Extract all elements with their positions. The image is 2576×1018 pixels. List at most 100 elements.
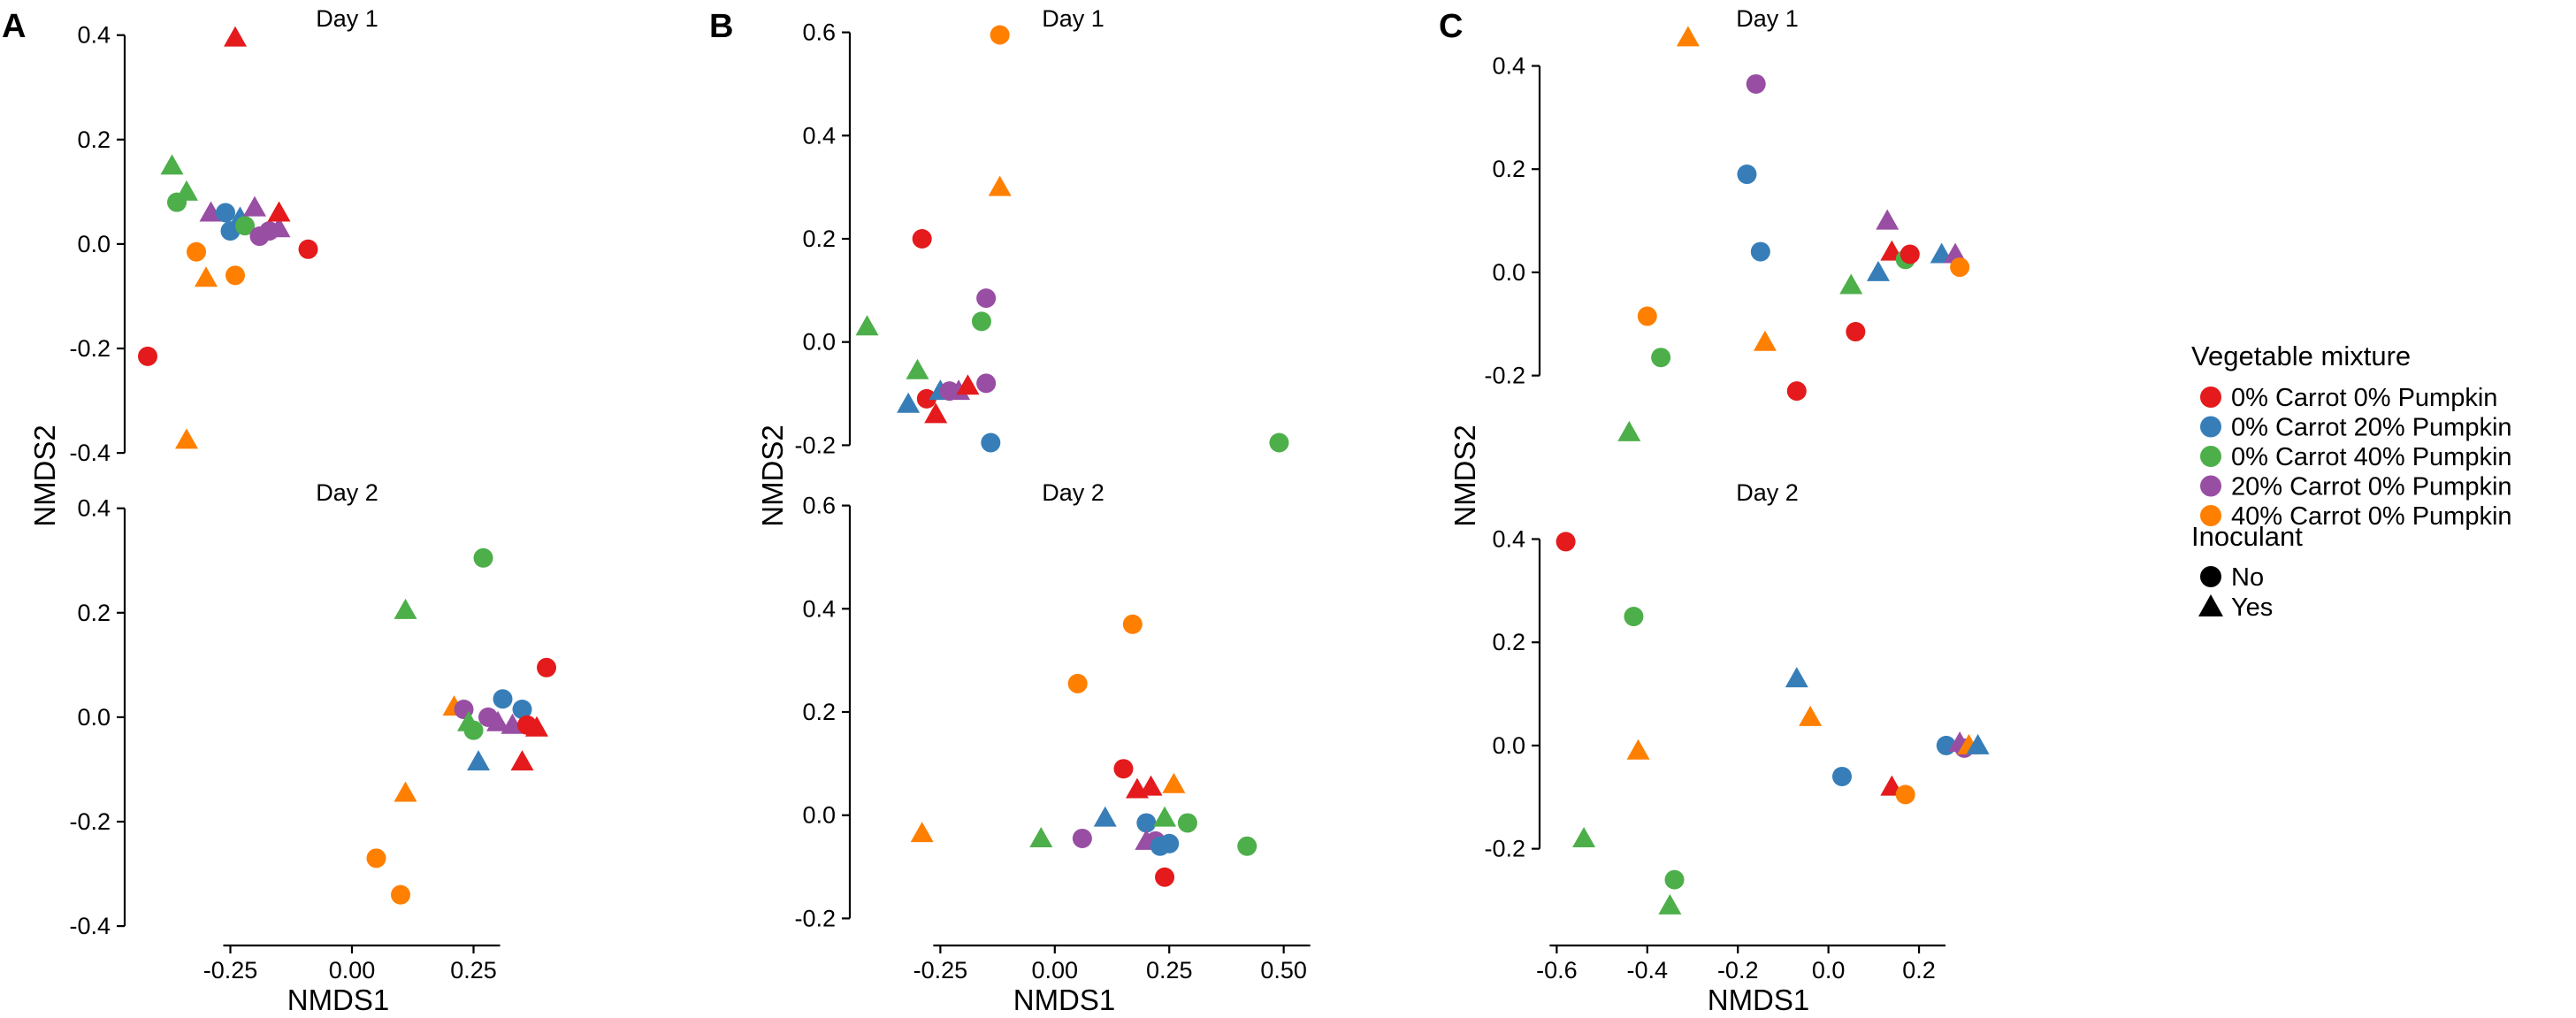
- y-tick-label: 0.0: [802, 329, 836, 356]
- data-point-circle: [493, 689, 513, 709]
- data-point-triangle: [243, 195, 266, 217]
- data-point-triangle: [486, 710, 509, 731]
- panel-label-b: B: [709, 8, 733, 45]
- data-point-circle: [1664, 869, 1685, 890]
- data-point-circle: [1150, 836, 1170, 856]
- plot-title: Day 2: [1736, 479, 1799, 506]
- data-point-circle: [1737, 165, 1757, 185]
- legend-title-inoculant: Inoculant: [2191, 521, 2303, 552]
- plot-title: Day 2: [316, 479, 378, 506]
- data-point-circle: [463, 720, 484, 740]
- data-point-triangle: [160, 154, 184, 175]
- y-tick-label: 0.4: [1492, 53, 1525, 80]
- data-point-circle: [1746, 73, 1766, 94]
- data-point-triangle: [1626, 739, 1650, 760]
- data-point-circle: [976, 373, 997, 394]
- legend-key-circle: [2200, 566, 2221, 587]
- y-tick-label: 0.0: [77, 704, 111, 731]
- data-point-triangle: [897, 392, 921, 413]
- y-tick-label: 0.2: [77, 126, 111, 153]
- data-point-circle: [187, 241, 206, 262]
- data-point-circle: [216, 203, 235, 223]
- legend-title-vegetable-mixture: Vegetable mixture: [2191, 341, 2411, 371]
- data-point-triangle: [988, 175, 1012, 196]
- data-point-triangle: [1876, 209, 1900, 230]
- data-point-circle: [1750, 241, 1770, 262]
- legend-item-label: 40% Carrot 0% Pumpkin: [2231, 502, 2512, 531]
- data-point-circle: [512, 700, 532, 720]
- data-point-triangle: [906, 358, 929, 379]
- plots: Day 1 -0.4 -0.2 0.0 0.2 0.4 NMDS2 Day 2 -0.4 -0.2…: [28, 5, 1990, 1016]
- panel-label-c: C: [1439, 8, 1463, 45]
- legend-item-label: 20% Carrot 0% Pumpkin: [2231, 473, 2512, 501]
- data-point-triangle: [1866, 260, 1890, 281]
- y-tick-label: -0.4: [69, 440, 111, 466]
- data-point-triangle: [956, 374, 980, 395]
- data-point-triangle: [910, 822, 934, 843]
- y-tick-label: 0.4: [77, 495, 111, 522]
- data-point-triangle: [855, 315, 879, 336]
- plot-title: Day 1: [316, 5, 378, 32]
- y-tick-label: 0.4: [77, 22, 111, 49]
- y-tick-label: 0.2: [802, 226, 836, 252]
- data-point-triangle: [525, 716, 548, 737]
- data-point-circle: [1155, 867, 1175, 887]
- legend-key-circle: [2200, 475, 2221, 497]
- x-tick-label: 0.25: [1146, 957, 1193, 984]
- data-point-circle: [1637, 306, 1657, 326]
- scatter-panel-c-day1: Day 1 -0.2 0.0 0.2 0.4 NMDS2: [1449, 5, 1970, 527]
- data-point-triangle: [1753, 330, 1777, 351]
- panel-label-a: A: [2, 8, 26, 45]
- data-point-circle: [1072, 828, 1092, 848]
- data-point-circle: [138, 346, 157, 366]
- legend-item-label: 0% Carrot 0% Pumpkin: [2231, 384, 2497, 412]
- data-point-circle: [235, 216, 255, 236]
- data-point-triangle: [267, 201, 291, 222]
- data-point-circle: [912, 229, 932, 249]
- data-point-triangle: [267, 217, 291, 238]
- data-point-circle: [473, 547, 493, 568]
- data-point-circle: [1237, 836, 1257, 856]
- data-point-circle: [225, 265, 245, 286]
- data-point-circle: [971, 311, 991, 332]
- data-point-circle: [1177, 813, 1197, 833]
- legend-key-circle: [2200, 446, 2221, 467]
- scatter-panel-c-day2: Day 2 -0.2 0.0 0.2 0.4 -0.6 -0.4 -0.2 0.0 0.2 NMDS…: [1484, 479, 1990, 1016]
- x-tick-label: -0.25: [913, 957, 968, 984]
- scatter-panel-b-day2: Day 2 -0.2 0.0 0.2 0.4 0.6 -0.25 0.00 0.25 0.50 NM…: [794, 479, 1311, 1016]
- x-tick-label: 0.50: [1260, 957, 1307, 984]
- data-point-circle: [298, 239, 318, 259]
- x-tick-label: 0.0: [1812, 957, 1846, 984]
- data-point-triangle: [1658, 893, 1682, 915]
- data-point-triangle: [1139, 775, 1163, 796]
- data-point-triangle: [1029, 826, 1053, 847]
- data-point-triangle: [394, 781, 417, 802]
- y-axis-label: NMDS2: [756, 425, 789, 527]
- legend-item-label: Yes: [2231, 593, 2273, 622]
- x-tick-label: -0.6: [1536, 957, 1578, 984]
- y-tick-label: -0.4: [69, 913, 111, 939]
- legend-key-circle: [2200, 387, 2221, 408]
- data-point-triangle: [1839, 273, 1863, 295]
- data-point-triangle: [510, 750, 534, 771]
- scatter-panel-a-day1: Day 1 -0.4 -0.2 0.0 0.2 0.4 NMDS2: [28, 5, 378, 527]
- x-axis-label: NMDS1: [287, 984, 390, 1016]
- y-tick-label: 0.4: [802, 122, 836, 149]
- data-point-triangle: [1572, 826, 1596, 847]
- data-point-circle: [391, 884, 410, 905]
- data-point-triangle: [1162, 772, 1186, 793]
- y-tick-label: 0.2: [1492, 156, 1525, 182]
- y-tick-label: 0.4: [802, 595, 836, 622]
- data-point-circle: [990, 25, 1010, 45]
- data-point-circle: [1113, 759, 1134, 779]
- y-tick-label: 0.2: [802, 699, 836, 725]
- data-point-circle: [1786, 381, 1807, 402]
- data-point-triangle: [1785, 667, 1808, 688]
- y-tick-label: 0.4: [1492, 526, 1525, 553]
- data-point-triangle: [175, 428, 198, 449]
- data-point-triangle: [1676, 26, 1700, 47]
- data-point-triangle: [1153, 806, 1177, 827]
- y-tick-label: 0.2: [77, 600, 111, 626]
